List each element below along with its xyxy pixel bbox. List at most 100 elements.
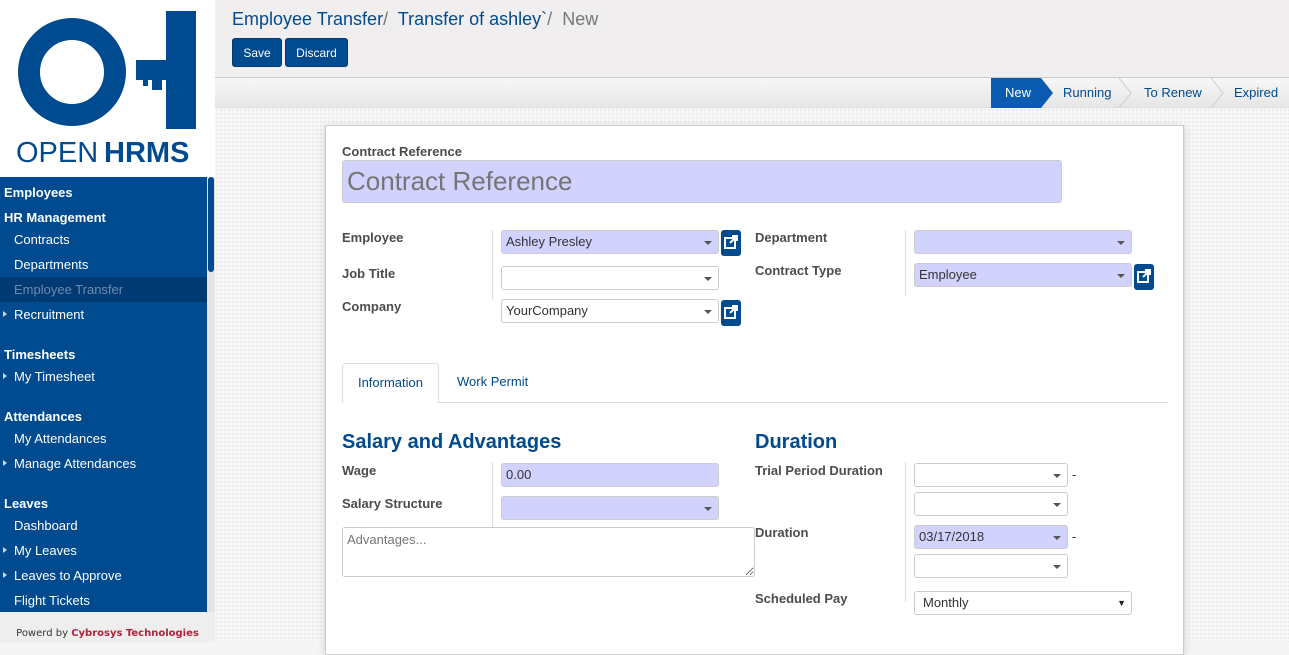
duration-start-value: 03/17/2018: [919, 529, 985, 544]
breadcrumb-sep: /: [383, 9, 389, 29]
job-title-select[interactable]: [501, 266, 719, 290]
wage-label: Wage: [342, 463, 377, 478]
job-title-label: Job Title: [342, 266, 396, 281]
menu-section-leaves[interactable]: Leaves: [4, 496, 49, 511]
dropdown-caret-icon: [1053, 536, 1061, 540]
wage-input[interactable]: 0.00: [501, 463, 719, 487]
tab-work-permit[interactable]: Work Permit: [457, 374, 529, 389]
stage-new[interactable]: New: [991, 78, 1053, 108]
menu-section-timesheets[interactable]: Timesheets: [4, 347, 76, 362]
company-value: YourCompany: [506, 303, 588, 318]
divider: [905, 230, 906, 296]
divider: [905, 462, 906, 602]
menu-section-employees[interactable]: Employees: [4, 185, 73, 200]
menu-item-leaves-to-approve[interactable]: Leaves to Approve: [0, 563, 207, 588]
advantages-textarea[interactable]: [342, 527, 755, 577]
menu-item-recruitment[interactable]: Recruitment: [0, 302, 207, 327]
stage-expired[interactable]: Expired: [1234, 85, 1279, 100]
menu-section-attendances[interactable]: Attendances: [4, 409, 83, 424]
stage-to-renew[interactable]: To Renew: [1144, 85, 1202, 100]
breadcrumb-transfer[interactable]: Transfer of ashley`: [397, 9, 548, 29]
duration-label: Duration: [755, 525, 809, 540]
open-hrms-logo[interactable]: OPEN HRMS: [0, 0, 215, 177]
duration-heading: Duration: [755, 431, 838, 453]
menu-gap: [0, 389, 207, 401]
salary-structure-select[interactable]: [501, 496, 719, 520]
dropdown-caret-icon: [704, 277, 712, 281]
contract-type-value: Employee: [919, 267, 977, 282]
dash: -: [1072, 529, 1077, 544]
employee-select[interactable]: Ashley Presley: [501, 230, 719, 254]
wage-value: 0.00: [506, 467, 532, 482]
save-button[interactable]: Save: [232, 38, 282, 67]
scheduled-pay-label: Scheduled Pay: [755, 591, 848, 606]
company-label: Company: [342, 299, 402, 314]
control-panel: Employee Transfer/ Transfer of ashley`/ …: [215, 0, 1289, 78]
powered-by: Powerd by Cybrosys Technologies: [16, 628, 199, 639]
menu-item-employee-transfer[interactable]: Employee Transfer: [0, 277, 207, 302]
employee-label: Employee: [342, 230, 404, 245]
external-link-icon[interactable]: [1134, 264, 1154, 290]
salary-structure-label: Salary Structure: [342, 496, 443, 511]
menu-gap: [0, 476, 207, 488]
dropdown-caret-icon: [1117, 241, 1125, 245]
stage-running[interactable]: Running: [1063, 85, 1112, 100]
scheduled-pay-select[interactable]: Monthly ▼: [914, 591, 1132, 615]
dropdown-caret-icon: [704, 507, 712, 511]
breadcrumb-current: New: [562, 9, 599, 29]
contract-type-label: Contract Type: [755, 263, 842, 278]
external-link-icon[interactable]: [721, 230, 741, 256]
sidebar: OPEN HRMS Employees HR Management Contract…: [0, 0, 215, 642]
contract-type-select[interactable]: Employee: [914, 263, 1132, 287]
trial-end-date[interactable]: [914, 492, 1068, 516]
logo-key-icon: OPEN HRMS: [16, 11, 196, 169]
dropdown-caret-icon: [1053, 503, 1061, 507]
discard-button[interactable]: Discard: [285, 38, 348, 67]
trial-start-date[interactable]: [914, 463, 1068, 487]
menu-item-manage-attendances[interactable]: Manage Attendances: [0, 451, 207, 476]
salary-heading: Salary and Advantages: [342, 431, 562, 453]
menu-gap: [0, 327, 207, 339]
external-link-icon[interactable]: [721, 300, 741, 326]
main-menu: Employees HR Management Contracts Departmen…: [0, 177, 207, 612]
menu-item-my-leaves[interactable]: My Leaves: [0, 538, 207, 563]
divider: [492, 230, 493, 300]
menu-scrollbar[interactable]: [207, 177, 215, 612]
contract-ref-label: Contract Reference: [342, 144, 462, 159]
tabs-divider: [342, 402, 1168, 403]
breadcrumb-sep: /: [547, 9, 553, 29]
scheduled-pay-value: Monthly: [923, 595, 969, 610]
breadcrumb-employee-transfer[interactable]: Employee Transfer: [232, 9, 384, 29]
svg-text:HRMS: HRMS: [104, 137, 189, 169]
menu-item-flight-tickets[interactable]: Flight Tickets: [14, 593, 90, 608]
menu-item-contracts[interactable]: Contracts: [14, 232, 70, 247]
select-arrow-icon: ▼: [1117, 598, 1126, 608]
duration-end-date[interactable]: [914, 554, 1068, 578]
employee-value: Ashley Presley: [506, 234, 592, 249]
form-sheet: Contract Reference Employee Ashley Presl…: [325, 125, 1184, 655]
svg-text:OPEN: OPEN: [16, 137, 98, 169]
breadcrumb: Employee Transfer/ Transfer of ashley`/ …: [232, 9, 598, 30]
chevron-separator: [1118, 78, 1132, 108]
menu-section-hr-management[interactable]: HR Management: [4, 210, 106, 225]
duration-start-date[interactable]: 03/17/2018: [914, 525, 1068, 549]
trial-period-label: Trial Period Duration: [755, 463, 883, 478]
chevron-separator: [1210, 78, 1224, 108]
dropdown-caret-icon: [704, 241, 712, 245]
dropdown-caret-icon: [1117, 274, 1125, 278]
menu-item-departments[interactable]: Departments: [14, 257, 89, 272]
tab-information[interactable]: Information: [342, 363, 439, 403]
divider: [492, 462, 493, 528]
menu-item-my-timesheet[interactable]: My Timesheet: [0, 364, 207, 389]
status-bar: New Running To Renew Expired: [215, 78, 1289, 108]
company-select[interactable]: YourCompany: [501, 299, 719, 323]
dropdown-caret-icon: [704, 310, 712, 314]
menu-item-my-attendances[interactable]: My Attendances: [14, 431, 107, 446]
cybrosys-link[interactable]: Cybrosys Technologies: [71, 628, 199, 639]
contract-ref-input[interactable]: [342, 160, 1062, 203]
dash: -: [1072, 467, 1077, 482]
menu-item-dashboard[interactable]: Dashboard: [14, 518, 78, 533]
dropdown-caret-icon: [1053, 565, 1061, 569]
department-label: Department: [755, 230, 828, 245]
department-select[interactable]: [914, 230, 1132, 254]
